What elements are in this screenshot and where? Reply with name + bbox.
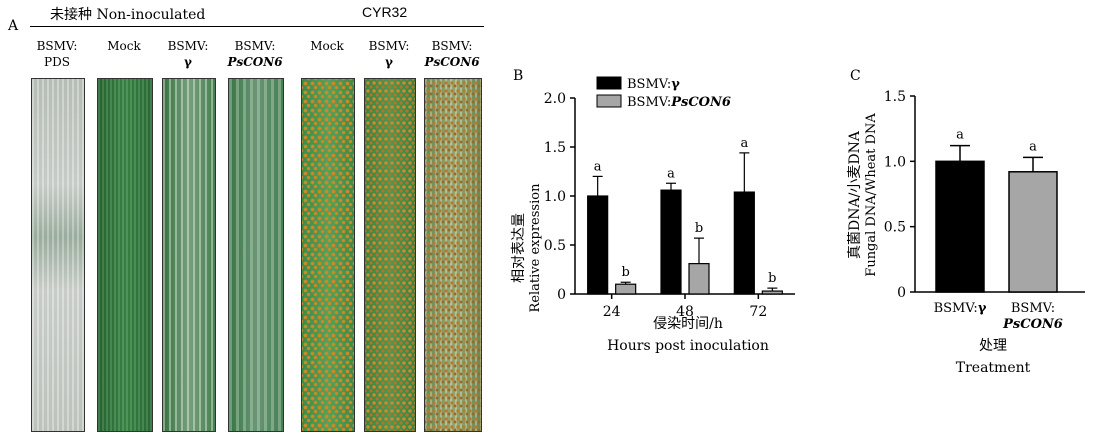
leaf-photo <box>97 78 153 432</box>
chart-c-ytick-label: 1.5 <box>884 89 906 105</box>
chart-c-ylabel-en: Fungal DNA/Wheat DNA <box>864 113 879 277</box>
chart-b-xtick-label: 24 <box>603 304 621 320</box>
chart-b-ytick-label: 0.5 <box>544 238 566 254</box>
leaf-photo <box>162 78 216 432</box>
cyr32-header: CYR32 <box>362 4 408 20</box>
chart-b-ylabel-en: Relative expression <box>528 183 543 313</box>
panel-c-label: C <box>850 68 861 84</box>
chart-b-bar <box>615 283 637 295</box>
leaf-label-line2: γ <box>385 55 393 69</box>
leaf-photo <box>228 78 284 432</box>
chart-c-xlabel-cn: 处理 <box>979 338 1007 354</box>
leaf-label-line2: PsCON6 <box>424 55 480 69</box>
leaf-photo <box>31 78 85 432</box>
chart-b-legend: BSMV:γ BSMV:PsCON6 <box>596 76 731 110</box>
chart-c-xlabel-en: Treatment <box>956 360 1031 376</box>
chart-b-legend-swatch <box>596 76 622 90</box>
chart-c-ytick-label: 0.5 <box>884 220 906 236</box>
chart-b-xtick-label: 72 <box>749 304 767 320</box>
chart-b-xtick-label: 48 <box>676 304 694 320</box>
leaf-label-line1: BSMV: <box>167 39 209 53</box>
chart-b-sig-letter: a <box>594 159 602 174</box>
leaf-photo <box>364 78 416 432</box>
chart-b-bar <box>688 263 710 295</box>
panel-b-label: B <box>513 68 523 84</box>
chart-b-ytick-label: 1.5 <box>544 140 566 156</box>
leaf-label-line2: γ <box>184 55 192 69</box>
chart-b-ytick-label: 2.0 <box>544 91 566 107</box>
leaf-label-line1: BSMV: <box>36 39 78 53</box>
chart-c-ylabel-cn: 真菌DNA/小麦DNA <box>847 130 863 259</box>
chart-b-legend-swatch <box>596 94 622 108</box>
chart-b-bar <box>733 191 755 295</box>
chart-b-sig-letter: b <box>695 221 703 236</box>
chart-c-ytick-label: 1.0 <box>884 154 906 170</box>
chart-b-ytick-label: 1.0 <box>544 189 566 205</box>
chart-c-xtick-label: BSMV:γ <box>934 301 987 316</box>
chart-b-ytick-label: 0 <box>557 287 566 303</box>
leaf-label-line1: Mock <box>107 39 141 53</box>
cyr32-rule <box>298 26 484 27</box>
chart-b-xlabel-en: Hours post inoculation <box>607 338 769 354</box>
leaf-label-line2: PsCON6 <box>227 55 283 69</box>
chart-b-sig-letter: b <box>768 271 776 286</box>
leaf-label-line2: PDS <box>44 55 70 69</box>
leaf-label-line1: BSMV: <box>234 39 276 53</box>
leaf-label-line1: BSMV: <box>431 39 473 53</box>
chart-b-bar <box>761 290 783 295</box>
panel-a-label: A <box>8 18 19 34</box>
chart-c-ytick-label: 0 <box>897 285 906 301</box>
chart-b-sig-letter: a <box>667 166 675 181</box>
chart-b-ylabel-cn: 相对表达量 <box>511 213 527 283</box>
chart-b-sig-letter: a <box>740 136 748 151</box>
leaf-label-line1: Mock <box>310 39 344 53</box>
non-inoculated-header: 未接种 Non-inoculated <box>50 7 206 23</box>
chart-b-legend-label: BSMV:γ <box>627 77 680 92</box>
chart-b-bar <box>660 189 682 295</box>
fungal-biomass-bar-chart: C 0 0.5 1.0 1.5 a BSMV:γ a BSMV:PsCON6 处理 Trea… <box>847 68 1085 376</box>
chart-b-bar <box>587 195 609 295</box>
chart-b-sig-letter: b <box>622 265 630 280</box>
leaf-photo <box>424 78 482 432</box>
chart-c-sig-letter: a <box>1029 139 1037 154</box>
chart-c-sig-letter: a <box>956 128 964 143</box>
chart-b-xlabel-cn: 侵染时间/h <box>653 315 723 332</box>
non-inoculated-rule <box>30 26 298 27</box>
leaf-photo <box>301 78 355 432</box>
chart-c-xtick-label: PsCON6 <box>1002 317 1063 332</box>
chart-c-bar <box>1008 171 1058 293</box>
chart-b-legend-label: BSMV:PsCON6 <box>627 95 731 110</box>
leaf-label-line1: BSMV: <box>368 39 410 53</box>
chart-c-bar <box>935 160 985 293</box>
chart-c-xtick-label: BSMV: <box>1011 301 1055 316</box>
